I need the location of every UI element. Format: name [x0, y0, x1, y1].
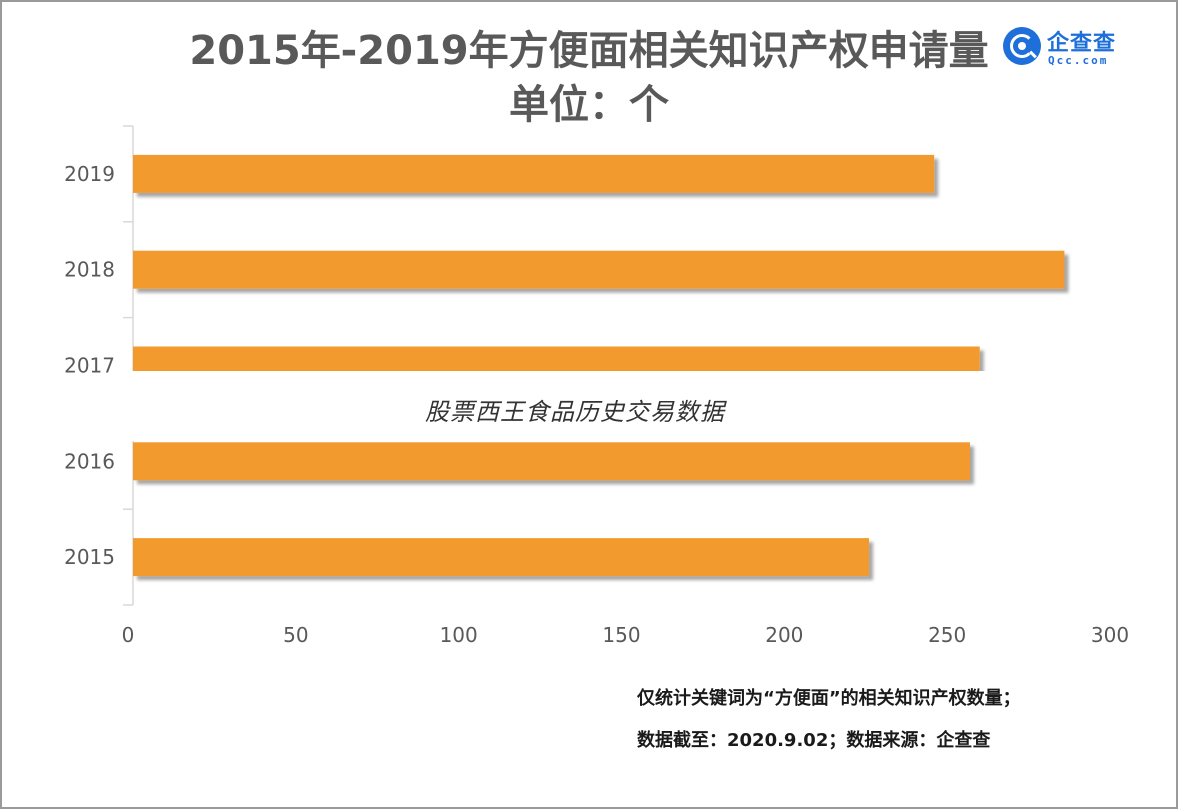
- x-tick-label-300: 300: [1091, 623, 1129, 647]
- watermark-band: [120, 371, 1120, 441]
- x-tick-label-0: 0: [122, 623, 135, 647]
- chart-title: 2015年-2019年方便面相关知识产权申请量: [189, 28, 989, 74]
- qcc-logo: 企查查 Qcc.com: [1003, 25, 1123, 73]
- bar-2015: [133, 538, 870, 577]
- logo-name: 企查查: [1047, 31, 1117, 56]
- y-tick-label-2016: 2016: [64, 449, 115, 473]
- y-tick-label-2019: 2019: [64, 162, 115, 186]
- y-tick-label-2017: 2017: [64, 354, 115, 378]
- bar-2016: [133, 442, 970, 481]
- bar-2018: [133, 250, 1065, 289]
- footnote-scope: 仅统计关键词为“方便面”的相关知识产权数量；: [637, 688, 1021, 709]
- logo-domain: Qcc.com: [1048, 54, 1109, 67]
- x-tick-label-150: 150: [602, 623, 640, 647]
- x-tick-label-50: 50: [283, 623, 308, 647]
- magnifier-q-icon: [1003, 27, 1041, 65]
- x-tick-label-100: 100: [440, 623, 478, 647]
- watermark-text: 股票西王食品历史交易数据: [425, 398, 725, 426]
- bar-2019: [133, 154, 935, 193]
- x-tick-label-250: 250: [928, 623, 966, 647]
- y-tick-label-2015: 2015: [64, 545, 115, 569]
- x-tick-label-200: 200: [765, 623, 803, 647]
- footnote-source: 数据截至：2020.9.02；数据来源：企查查: [637, 730, 991, 751]
- y-tick-label-2018: 2018: [64, 258, 115, 282]
- chart-subtitle: 单位：个: [509, 82, 669, 128]
